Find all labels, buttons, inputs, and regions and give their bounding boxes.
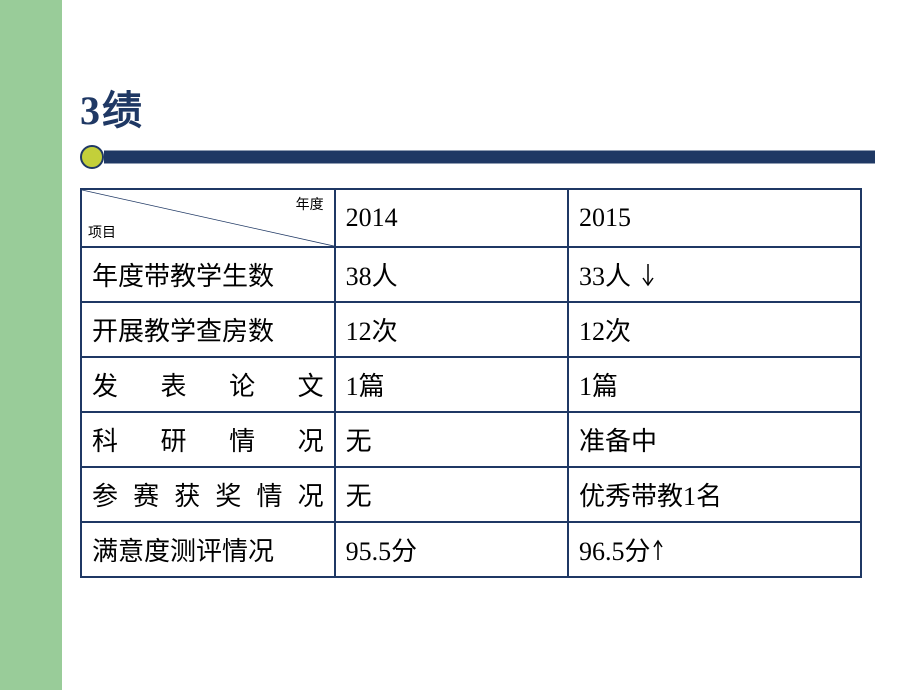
cell-2014: 无: [335, 412, 568, 467]
table-row: 发表论文1篇1篇: [81, 357, 861, 412]
row-label: 发表论文: [81, 357, 335, 412]
header-2014: 2014: [335, 189, 568, 247]
bullet-dot-icon: [80, 145, 104, 169]
row-label: 科研情况: [81, 412, 335, 467]
bar-icon: [104, 151, 875, 164]
header-top-label: 年度: [296, 194, 324, 214]
cell-2014: 1篇: [335, 357, 568, 412]
row-label: 年度带教学生数: [81, 247, 335, 302]
title-underline: [80, 146, 875, 168]
slide-title: 3 绩: [80, 78, 875, 136]
table-row: 科研情况无准备中: [81, 412, 861, 467]
cell-2015: 96.5分: [568, 522, 861, 577]
arrow-up-icon: [652, 538, 664, 569]
cell-2014: 38人: [335, 247, 568, 302]
header-2015: 2015: [568, 189, 861, 247]
row-label: 满意度测评情况: [81, 522, 335, 577]
arrow-down-icon: [641, 262, 655, 295]
row-label: 开展教学查房数: [81, 302, 335, 357]
table-body: 年度带教学生数38人33人开展教学查房数12次12次发表论文1篇1篇科研情况无准…: [81, 247, 861, 577]
cell-2014: 95.5分: [335, 522, 568, 577]
cell-2014: 无: [335, 467, 568, 522]
diagonal-header-cell: 年度 项目: [81, 189, 335, 247]
title-number: 3: [80, 87, 100, 134]
table-row: 开展教学查房数12次12次: [81, 302, 861, 357]
table-row: 满意度测评情况95.5分96.5分: [81, 522, 861, 577]
table-row: 参赛获奖情况无优秀带教1名: [81, 467, 861, 522]
cell-2014: 12次: [335, 302, 568, 357]
table-header-row: 年度 项目 2014 2015: [81, 189, 861, 247]
performance-table: 年度 项目 2014 2015 年度带教学生数38人33人开展教学查房数12次1…: [80, 188, 862, 578]
header-bottom-label: 项目: [88, 222, 116, 242]
cell-2015: 12次: [568, 302, 861, 357]
cell-2015: 优秀带教1名: [568, 467, 861, 522]
cell-2015: 33人: [568, 247, 861, 302]
slide-content: 3 绩 年度 项目 2014 2015 年度带教学生数38人33人开展教学查房数…: [62, 0, 920, 690]
cell-2015: 1篇: [568, 357, 861, 412]
title-text: 绩: [102, 78, 142, 136]
row-label: 参赛获奖情况: [81, 467, 335, 522]
cell-2015: 准备中: [568, 412, 861, 467]
table-row: 年度带教学生数38人33人: [81, 247, 861, 302]
slide-sidebar: [0, 0, 62, 690]
